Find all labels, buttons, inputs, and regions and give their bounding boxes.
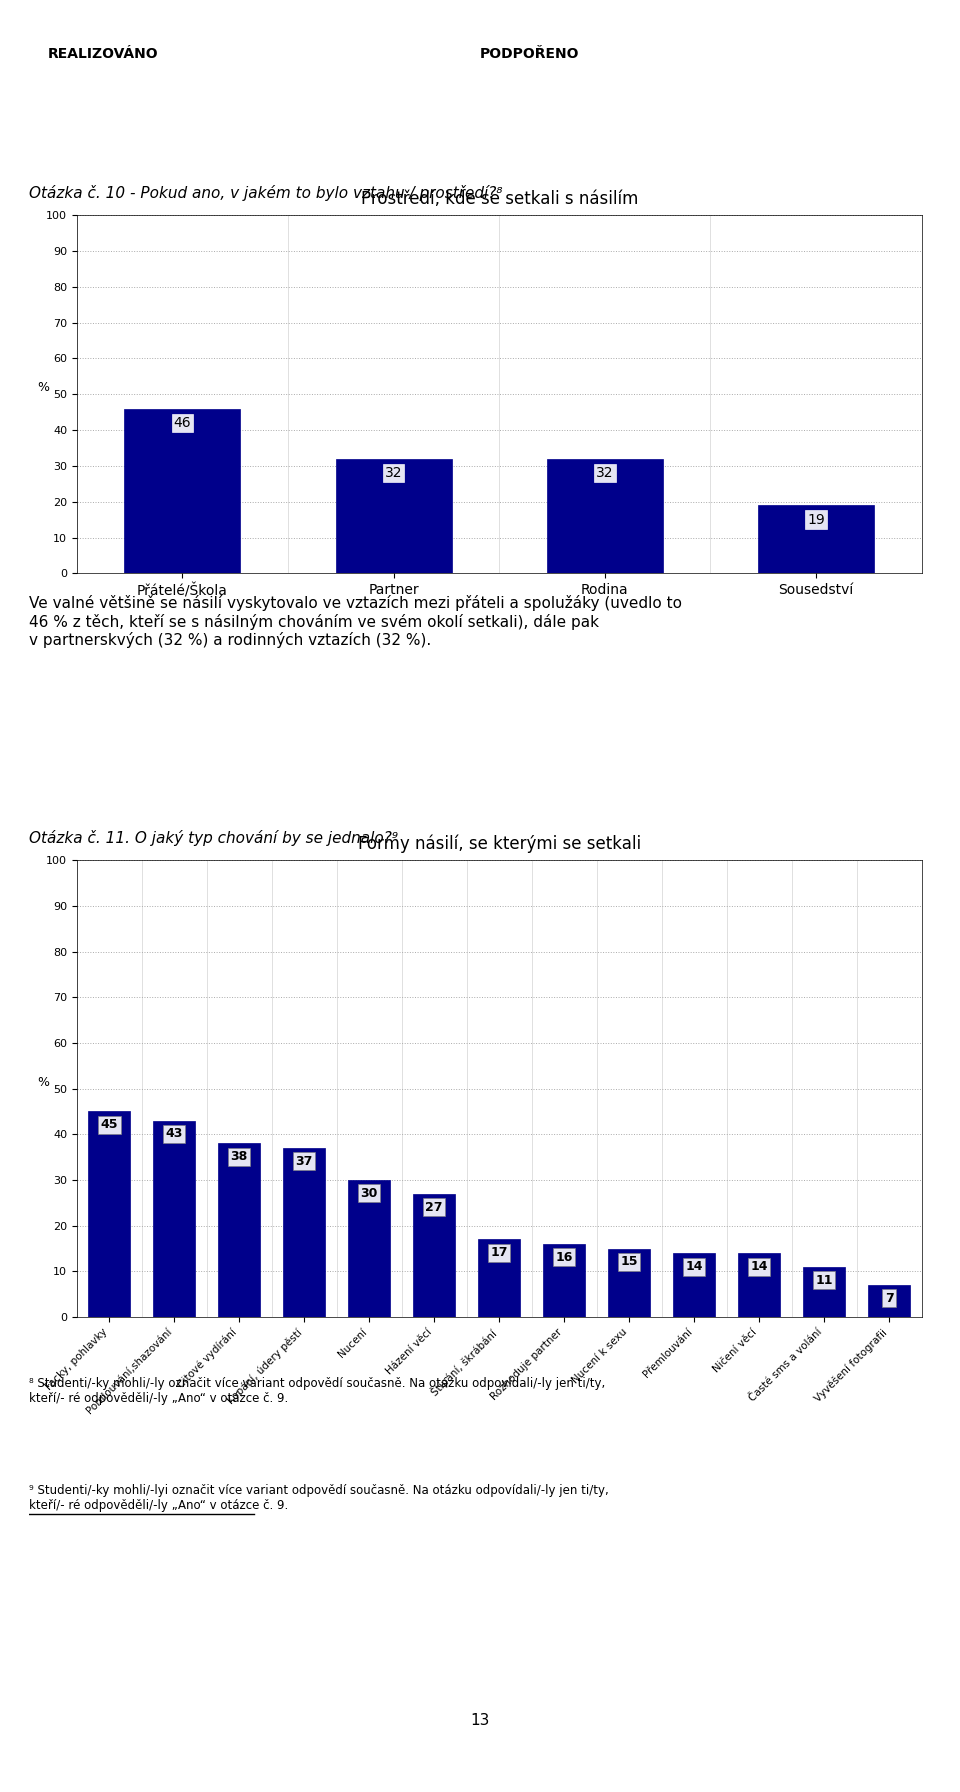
Bar	[868, 1285, 910, 1317]
Bar	[547, 459, 663, 573]
Text: 43: 43	[165, 1127, 183, 1140]
Y-axis label: %: %	[37, 1075, 49, 1088]
Bar	[124, 409, 240, 573]
Text: Otázka č. 10 - Pokud ano, v jakém to bylo vztahu / prostředí?⁸: Otázka č. 10 - Pokud ano, v jakém to byl…	[29, 185, 502, 201]
Text: 32: 32	[596, 466, 613, 480]
Bar	[803, 1267, 845, 1317]
Text: REALIZOVÁNO: REALIZOVÁNO	[48, 47, 158, 61]
Title: Prostředí, kde se setkali s násilím: Prostředí, kde se setkali s násilím	[361, 190, 637, 208]
Text: 46: 46	[174, 416, 191, 430]
Text: 30: 30	[361, 1186, 378, 1201]
Text: PODPOŘENO: PODPOŘENO	[480, 47, 580, 61]
Text: 45: 45	[101, 1118, 118, 1131]
Text: 14: 14	[751, 1260, 768, 1272]
Text: 27: 27	[425, 1201, 443, 1213]
Bar	[478, 1240, 520, 1317]
Bar	[673, 1253, 715, 1317]
Text: 38: 38	[230, 1150, 248, 1163]
Bar	[218, 1143, 260, 1317]
Text: 19: 19	[807, 513, 825, 527]
Text: 17: 17	[491, 1245, 508, 1260]
Text: ⁸ Studenti/-ky mohli/-ly označit více variant odpovědí současně. Na otázku odpov: ⁸ Studenti/-ky mohli/-ly označit více va…	[29, 1376, 605, 1405]
Y-axis label: %: %	[37, 382, 49, 394]
Bar	[336, 459, 451, 573]
Bar	[88, 1111, 131, 1317]
Text: ⁹ Studenti/-ky mohli/-lyi označit více variant odpovědí současně. Na otázku odpo: ⁹ Studenti/-ky mohli/-lyi označit více v…	[29, 1484, 609, 1512]
Text: 37: 37	[296, 1154, 313, 1168]
Text: 11: 11	[815, 1274, 833, 1287]
Text: 7: 7	[885, 1292, 894, 1305]
Bar	[608, 1249, 650, 1317]
Text: 32: 32	[385, 466, 402, 480]
Bar	[758, 505, 874, 573]
Title: Formy násilí, se kterými se setkali: Formy násilí, se kterými se setkali	[358, 835, 640, 853]
Text: Otázka č. 11. O jaký typ chování by se jednalo?⁹: Otázka č. 11. O jaký typ chování by se j…	[29, 830, 397, 846]
Text: 16: 16	[556, 1251, 573, 1263]
Text: 13: 13	[470, 1713, 490, 1727]
Bar	[738, 1253, 780, 1317]
Bar	[348, 1179, 391, 1317]
Bar	[543, 1244, 586, 1317]
Text: 14: 14	[685, 1260, 703, 1272]
Text: Ve valné většině se násilí vyskytovalo ve vztazích mezi přáteli a spolužáky (uve: Ve valné většině se násilí vyskytovalo v…	[29, 595, 682, 649]
Bar	[154, 1120, 196, 1317]
Bar	[413, 1193, 455, 1317]
Bar	[283, 1149, 325, 1317]
Text: 15: 15	[620, 1256, 637, 1269]
